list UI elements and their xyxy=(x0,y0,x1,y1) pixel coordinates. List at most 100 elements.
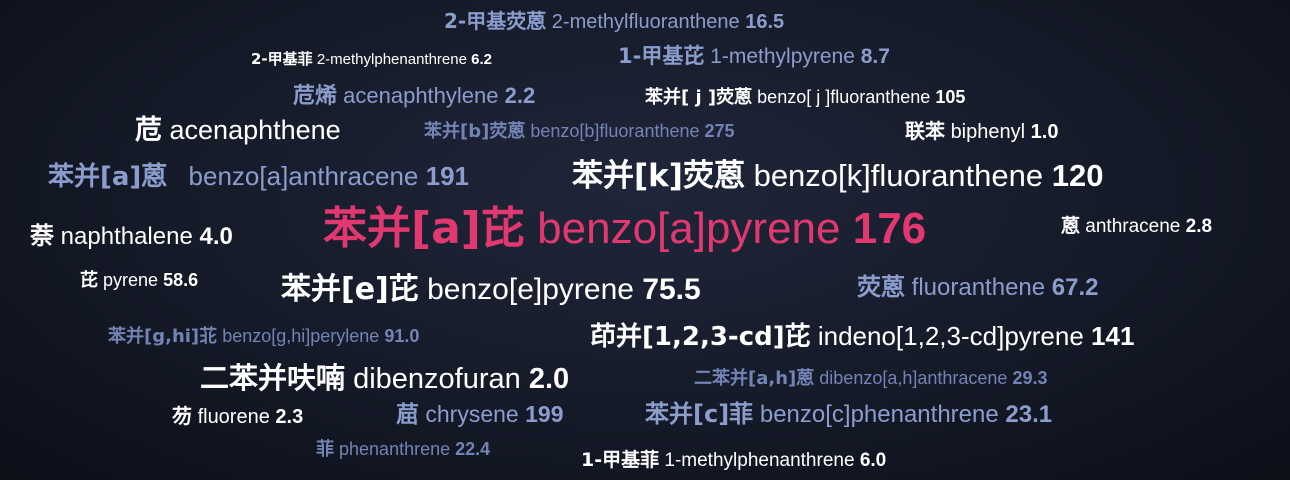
term-zh: 苯并[b]荧蒽 xyxy=(424,121,526,142)
term-en: anthracene xyxy=(1085,216,1181,237)
term-zh: 菲 xyxy=(316,439,334,460)
term-zh: 2-甲基菲 xyxy=(251,50,313,68)
term-zh: 苊烯 xyxy=(293,84,338,109)
term-value: 29.3 xyxy=(1012,368,1048,388)
term-zh: 苊 xyxy=(135,115,162,146)
term-en: fluoranthene xyxy=(911,274,1046,301)
term-en: 1-methylphenanthrene xyxy=(664,450,855,471)
term-en: acenaphthene xyxy=(169,115,341,145)
term-benzo-c-phenanthrene: 苯并[c]菲 benzo[c]phenanthrene 23.1 xyxy=(645,402,1052,427)
term-dibenzofuran: 二苯并呋喃 dibenzofuran 2.0 xyxy=(200,364,569,394)
term-zh: 苯并[ j ]荧蒽 xyxy=(645,87,753,108)
term-en: phenanthrene xyxy=(339,439,451,459)
term-en: benzo[g,hi]perylene xyxy=(222,326,380,346)
term-biphenyl: 联苯 biphenyl 1.0 xyxy=(905,121,1058,142)
term-en: acenaphthylene xyxy=(343,83,499,108)
term-en: biphenyl xyxy=(950,121,1026,143)
term-en: 1-methylpyrene xyxy=(710,45,855,68)
term-chrysene: 䓛 chrysene 199 xyxy=(396,403,563,427)
term-zh: 荧蒽 xyxy=(857,273,905,301)
term-value: 22.4 xyxy=(455,439,491,459)
term-value: 105 xyxy=(935,87,966,107)
term-1-methylphenanthrene: 1-甲基菲 1-methylphenanthrene 6.0 xyxy=(581,449,887,471)
term-value: 176 xyxy=(852,204,927,253)
term-value: 275 xyxy=(704,121,735,141)
term-en: benzo[b]fluoranthene xyxy=(530,121,700,141)
term-value: 58.6 xyxy=(163,270,199,290)
term-en: benzo[ j ]fluoranthene xyxy=(757,87,931,107)
term-zh: 芴 xyxy=(172,404,192,428)
term-en: naphthalene xyxy=(60,223,193,250)
term-anthracene: 蒽 anthracene 2.8 xyxy=(1061,215,1213,237)
term-value: 1.0 xyxy=(1030,121,1059,143)
term-dibenzo-ah-anthracene: 二苯并[a,h]蒽 dibenzo[a,h]anthracene 29.3 xyxy=(694,369,1048,388)
term-en: benzo[a]pyrene xyxy=(537,204,841,253)
term-naphthalene: 萘 naphthalene 4.0 xyxy=(30,224,233,249)
term-zh: 蒽 xyxy=(1061,215,1081,237)
term-benzo-ghi-perylene: 苯并[g,hi]苝 benzo[g,hi]perylene 91.0 xyxy=(108,327,419,346)
term-en: pyrene xyxy=(103,270,159,290)
term-benzo-a-anthracene: 苯并[a]蒽 benzo[a]anthracene 191 xyxy=(48,163,469,190)
term-zh: 二苯并[a,h]蒽 xyxy=(694,368,815,389)
term-value: 67.2 xyxy=(1051,274,1099,301)
term-zh: 2-甲基荧蒽 xyxy=(444,9,547,33)
term-zh: 1-甲基芘 xyxy=(618,44,705,68)
term-benzo-b-fluoranthene: 苯并[b]荧蒽 benzo[b]fluoranthene 275 xyxy=(424,122,735,141)
term-zh: 芘 xyxy=(80,270,98,291)
term-value: 2.3 xyxy=(275,406,304,428)
term-value: 23.1 xyxy=(1005,401,1053,428)
term-benzo-e-pyrene: 苯并[e]芘 benzo[e]pyrene 75.5 xyxy=(281,275,701,305)
term-phenanthrene: 菲 phenanthrene 22.4 xyxy=(316,440,490,459)
term-2-methylfluoranthene: 2-甲基荧蒽 2-methylfluoranthene 16.5 xyxy=(444,11,784,32)
term-value: 2.8 xyxy=(1185,216,1213,237)
term-zh: 二苯并呋喃 xyxy=(200,361,346,395)
term-en: benzo[a]anthracene xyxy=(188,161,419,191)
term-zh: 1-甲基菲 xyxy=(581,449,660,471)
term-en: dibenzo[a,h]anthracene xyxy=(819,368,1008,388)
term-value: 4.0 xyxy=(199,223,233,250)
term-1-methylpyrene: 1-甲基芘 1-methylpyrene 8.7 xyxy=(618,44,890,68)
term-en: 2-methylphenanthrene xyxy=(316,51,467,68)
term-value: 91.0 xyxy=(384,326,420,346)
term-en: benzo[e]pyrene xyxy=(427,273,634,306)
term-value: 199 xyxy=(525,401,564,427)
term-value: 6.2 xyxy=(471,51,492,68)
term-acenaphthene: 苊 acenaphthene xyxy=(135,115,341,146)
term-fluoranthene: 荧蒽 fluoranthene 67.2 xyxy=(857,275,1099,300)
term-value: 191 xyxy=(425,161,470,191)
term-en: benzo[c]phenanthrene xyxy=(759,401,999,428)
term-zh: 联苯 xyxy=(905,119,945,143)
term-acenaphthylene: 苊烯 acenaphthylene 2.2 xyxy=(293,85,535,108)
term-value: 16.5 xyxy=(745,11,785,33)
term-value: 75.5 xyxy=(642,273,701,306)
term-value: 2.0 xyxy=(528,363,570,395)
term-benzo-a-pyrene: 苯并[a]芘 benzo[a]pyrene 176 xyxy=(323,207,926,251)
term-zh: 苯并[a]芘 xyxy=(323,203,525,254)
term-value: 8.7 xyxy=(860,45,890,68)
term-en: indeno[1,2,3-cd]pyrene xyxy=(817,321,1084,351)
term-zh: 䓛 xyxy=(396,402,419,428)
term-benzo-j-fluoranthene: 苯并[ j ]荧蒽 benzo[ j ]fluoranthene 105 xyxy=(645,88,965,107)
term-zh: 苯并[k]荧蒽 xyxy=(572,158,745,194)
term-benzo-k-fluoranthene: 苯并[k]荧蒽 benzo[k]fluoranthene 120 xyxy=(572,160,1104,192)
term-value: 120 xyxy=(1051,158,1104,193)
term-zh: 茚并[1,2,3-cd]芘 xyxy=(590,322,811,352)
term-2-methylphenanthrene: 2-甲基菲 2-methylphenanthrene 6.2 xyxy=(251,50,492,68)
term-pyrene: 芘 pyrene 58.6 xyxy=(80,271,198,290)
term-zh: 苯并[c]菲 xyxy=(645,400,754,428)
term-en: chrysene xyxy=(425,401,519,427)
term-en: benzo[k]fluoranthene xyxy=(753,158,1044,193)
term-zh: 苯并[e]芘 xyxy=(281,272,419,307)
term-en: fluorene xyxy=(197,406,270,428)
term-fluorene: 芴 fluorene 2.3 xyxy=(172,406,303,427)
term-indeno-pyrene: 茚并[1,2,3-cd]芘 indeno[1,2,3-cd]pyrene 141 xyxy=(590,323,1134,350)
term-zh: 苯并[a]蒽 xyxy=(48,162,168,192)
term-value: 141 xyxy=(1091,321,1135,351)
term-zh: 苯并[g,hi]苝 xyxy=(108,326,218,347)
term-value: 2.2 xyxy=(504,83,536,108)
term-en: dibenzofuran xyxy=(353,363,521,395)
term-en: 2-methylfluoranthene xyxy=(551,11,740,33)
term-value: 6.0 xyxy=(859,450,887,471)
term-zh: 萘 xyxy=(30,222,54,250)
